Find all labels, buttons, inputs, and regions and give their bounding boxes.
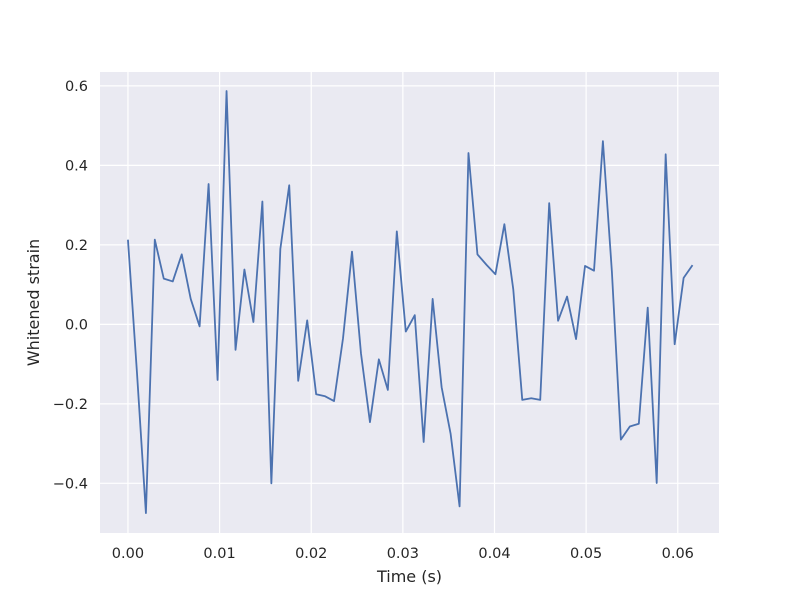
x-tick-label: 0.01 <box>203 546 235 562</box>
y-gridlines <box>100 85 719 484</box>
x-tick-label: 0.05 <box>570 546 602 562</box>
y-tick-label: 0.2 <box>65 238 88 254</box>
x-tick-labels: 0.00 0.01 0.02 0.03 0.04 0.05 0.06 <box>112 546 694 562</box>
x-gridlines <box>127 72 679 533</box>
y-tick-label: 0.6 <box>65 79 88 95</box>
x-axis-label: Time (s) <box>376 567 442 586</box>
x-tick-label: 0.00 <box>112 546 144 562</box>
series-line <box>127 90 694 515</box>
y-axis-label: Whitened strain <box>24 239 43 366</box>
x-tick-label: 0.02 <box>295 546 327 562</box>
plot-background <box>100 72 719 533</box>
y-tick-label: −0.2 <box>53 397 88 413</box>
x-tick-label: 0.03 <box>387 546 419 562</box>
x-tick-label: 0.04 <box>478 546 510 562</box>
y-tick-labels: −0.4 −0.2 0.0 0.2 0.4 0.6 <box>53 79 88 492</box>
y-tick-label: 0.4 <box>65 158 88 174</box>
y-tick-label: 0.0 <box>65 317 88 333</box>
y-tick-label: −0.4 <box>53 476 88 492</box>
x-tick-label: 0.06 <box>662 546 694 562</box>
